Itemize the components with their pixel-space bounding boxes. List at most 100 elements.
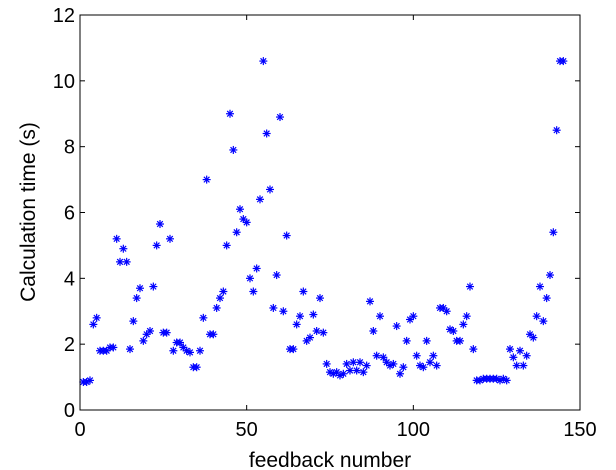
- data-point: [192, 363, 201, 372]
- data-point: [156, 220, 164, 229]
- x-tick-label: 150: [563, 419, 596, 441]
- data-point: [199, 313, 208, 322]
- data-point: [552, 126, 561, 135]
- data-point: [402, 336, 411, 345]
- data-point: [109, 343, 118, 352]
- data-point: [166, 234, 174, 243]
- y-tick-label: 4: [64, 268, 75, 290]
- data-point: [319, 328, 328, 337]
- data-point: [422, 336, 431, 345]
- data-point: [466, 282, 474, 291]
- data-point: [282, 231, 291, 240]
- data-point: [359, 368, 368, 377]
- data-point: [266, 185, 274, 194]
- y-tick-label: 10: [53, 71, 75, 93]
- data-point: [546, 271, 554, 280]
- data-point: [269, 303, 278, 312]
- data-point: [372, 351, 381, 360]
- data-point: [549, 228, 558, 237]
- data-point: [119, 244, 128, 253]
- data-point: [102, 346, 111, 355]
- data-point: [216, 294, 224, 303]
- data-point: [356, 358, 364, 367]
- data-point: [432, 361, 441, 370]
- data-point: [352, 366, 361, 375]
- data-point: [289, 345, 298, 354]
- data-point: [86, 376, 94, 385]
- data-point: [262, 129, 271, 138]
- data-point: [256, 195, 264, 204]
- data-point: [146, 327, 154, 335]
- data-point: [92, 313, 101, 322]
- data-point: [429, 351, 438, 360]
- data-point: [502, 376, 511, 385]
- data-point: [409, 312, 418, 321]
- data-point: [276, 113, 284, 122]
- data-point: [259, 57, 268, 66]
- x-tick-label: 100: [397, 419, 430, 441]
- data-point: [389, 359, 398, 368]
- data-point: [369, 327, 378, 335]
- data-point: [89, 320, 98, 329]
- data-point: [399, 363, 408, 372]
- data-point: [196, 346, 204, 355]
- data-point: [299, 287, 308, 296]
- data-point: [152, 241, 161, 250]
- data-point: [539, 317, 548, 326]
- data-point: [506, 345, 514, 354]
- data-point: [149, 282, 158, 291]
- data-point: [519, 361, 528, 370]
- x-tick-label: 0: [74, 419, 85, 441]
- data-point: [162, 328, 171, 337]
- y-tick-label: 6: [64, 203, 75, 225]
- data-point: [122, 257, 131, 266]
- y-tick-label: 2: [64, 334, 75, 356]
- data-point: [462, 312, 471, 321]
- data-point: [169, 346, 178, 355]
- data-point: [252, 264, 261, 273]
- data-point: [379, 353, 388, 362]
- data-point: [396, 369, 404, 378]
- plot-area: [80, 15, 580, 410]
- data-point: [209, 330, 218, 339]
- data-point: [509, 353, 518, 362]
- data-points: [79, 57, 568, 387]
- data-point: [186, 348, 194, 357]
- data-point: [302, 336, 311, 345]
- data-point: [226, 109, 234, 118]
- data-point: [322, 359, 331, 368]
- data-point: [439, 303, 448, 312]
- y-tick-label: 8: [64, 137, 75, 159]
- data-point: [526, 330, 534, 339]
- data-point: [522, 351, 531, 360]
- axis-ticks: 0 50 100 150 0 2 4 6 8 10 12: [53, 5, 597, 441]
- data-point: [476, 376, 484, 385]
- x-tick-label: 50: [236, 419, 258, 441]
- y-tick-label: 0: [64, 400, 75, 422]
- data-point: [532, 312, 541, 321]
- data-point: [412, 351, 421, 360]
- data-point: [366, 297, 374, 306]
- data-point: [232, 228, 241, 237]
- plot-frame: [79, 14, 581, 411]
- data-point: [312, 327, 321, 335]
- data-point: [129, 317, 138, 326]
- data-point: [362, 361, 371, 370]
- y-tick-label: 12: [53, 5, 75, 27]
- data-point: [342, 359, 351, 368]
- data-point: [212, 303, 221, 312]
- data-point: [219, 287, 228, 296]
- data-point: [309, 310, 318, 319]
- data-point: [236, 205, 244, 214]
- data-point: [449, 327, 458, 335]
- data-point: [132, 294, 141, 303]
- data-point: [459, 320, 468, 329]
- data-point: [376, 312, 384, 321]
- data-point: [419, 363, 428, 372]
- data-point: [469, 345, 478, 354]
- data-point: [392, 322, 401, 331]
- data-point: [536, 282, 544, 291]
- data-point: [339, 369, 348, 378]
- data-point: [249, 287, 258, 296]
- data-point: [406, 315, 414, 324]
